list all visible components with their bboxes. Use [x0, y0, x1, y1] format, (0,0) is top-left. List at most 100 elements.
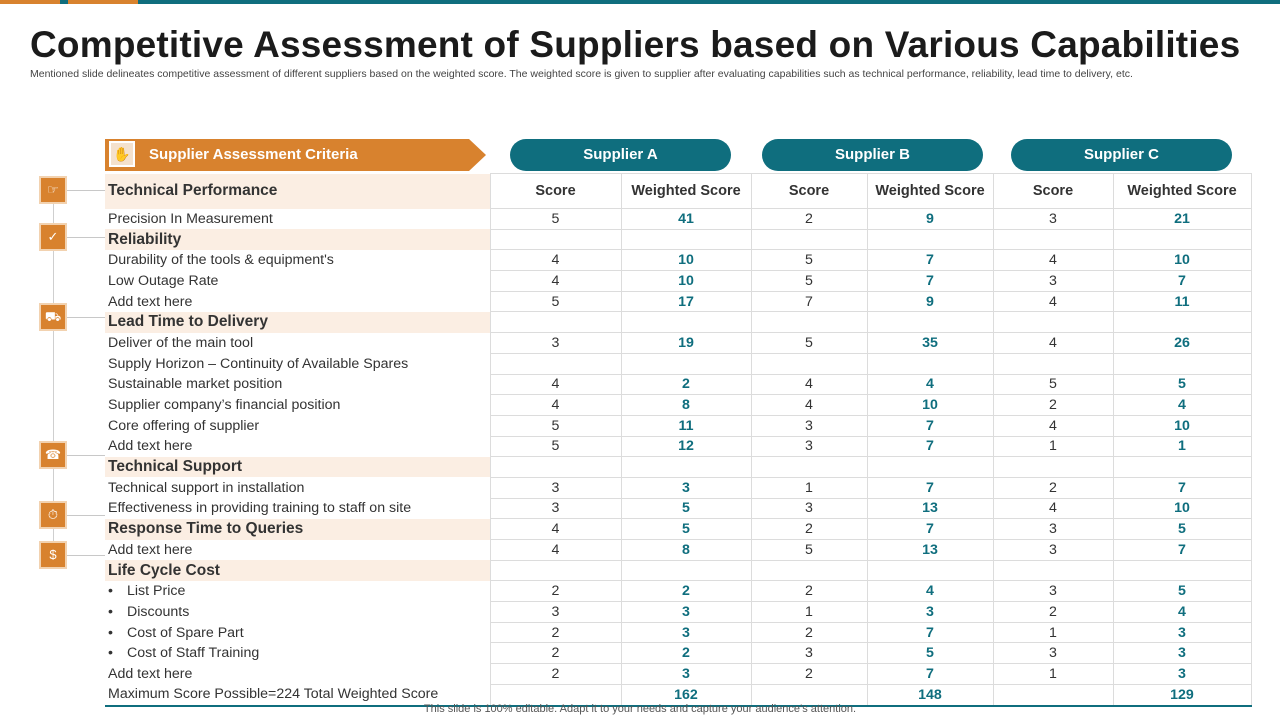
supplier-a-header: Supplier A — [510, 139, 731, 171]
score-cell — [750, 228, 868, 251]
row-label: Cost of Staff Training — [127, 645, 260, 662]
weighted-score-cell: 11 — [1112, 290, 1252, 313]
category-label: Technical Performance — [105, 173, 490, 209]
weighted-score-cell: 5 — [866, 642, 994, 665]
score-cell: 3 — [992, 208, 1114, 230]
weighted-score-cell: 41 — [620, 208, 752, 230]
table-row: Supplier company’s financial position 4 8 4… — [105, 394, 1252, 416]
weighted-score-cell — [866, 456, 994, 478]
row-label: Sustainable market position — [108, 376, 283, 393]
score-cell: 3 — [992, 270, 1114, 292]
score-cell — [489, 311, 622, 334]
row-label-cell: • Discounts — [105, 602, 490, 623]
category-label: Lead Time to Delivery — [105, 311, 490, 333]
weighted-score-cell: 10 — [620, 249, 752, 272]
score-cell: 5 — [489, 208, 622, 230]
score-cell — [489, 456, 622, 478]
score-cell: 3 — [750, 497, 868, 520]
row-label: Supply Horizon – Continuity of Available… — [108, 355, 409, 372]
weighted-score-cell — [1112, 559, 1252, 582]
weighted-score-cell: 4 — [866, 580, 994, 603]
score-cell: 3 — [992, 642, 1114, 665]
bullet-marker: • — [108, 583, 113, 600]
score-cell: 3 — [489, 601, 622, 623]
category-label: Technical Support — [105, 456, 490, 478]
score-cell: 4 — [489, 539, 622, 561]
connector-line — [67, 237, 105, 238]
table-row: Effectiveness in providing training to s… — [105, 497, 1252, 520]
weighted-score-cell — [620, 456, 752, 478]
handshake-icon: ☞ — [39, 176, 67, 204]
score-cell: 2 — [489, 580, 622, 603]
weighted-score-cell: 3 — [620, 476, 752, 499]
weighted-score-cell: 5 — [1112, 373, 1252, 396]
score-cell: 2 — [750, 663, 868, 685]
score-cell: 4 — [750, 373, 868, 396]
table-row: Response Time to Queries 4 5 2 7 3 5 — [105, 518, 1252, 540]
weighted-score-cell: 129 — [1112, 683, 1252, 707]
weighted-score-cell — [866, 559, 994, 582]
score-cell — [992, 228, 1114, 251]
score-cell: 4 — [489, 518, 622, 540]
table-row: Technical support in installation 3 3 1 7 2 7 — [105, 476, 1252, 499]
score-cell: 3 — [489, 332, 622, 354]
score-cell: 1 — [750, 601, 868, 623]
table-row: Core offering of supplier 5 11 3 7 4 10 — [105, 414, 1252, 437]
connector-line — [67, 555, 105, 556]
score-cell — [992, 352, 1114, 375]
weighted-score-cell: 10 — [1112, 497, 1252, 520]
support-icon: ☎ — [39, 441, 67, 469]
delivery-truck-icon: ⛟ — [39, 303, 67, 331]
row-label: Effectiveness in providing training to s… — [108, 500, 412, 517]
weighted-score-cell: 5 — [1112, 580, 1252, 603]
weighted-score-cell: 11 — [620, 414, 752, 437]
score-cell: 4 — [489, 249, 622, 272]
weighted-score-cell: 26 — [1112, 332, 1252, 354]
row-label: Add text here — [108, 293, 193, 310]
weighted-score-cell: 9 — [866, 208, 994, 230]
row-label: Maximum Score Possible=224 Total Weighte… — [105, 684, 490, 707]
score-cell: 5 — [992, 373, 1114, 396]
weighted-score-cell: 3 — [620, 663, 752, 685]
table-row: Precision In Measurement 5 41 2 9 3 21 — [105, 208, 1252, 230]
score-cell: 2 — [489, 642, 622, 665]
weighted-score-cell — [1112, 228, 1252, 251]
weighted-score-cell: 7 — [866, 414, 994, 437]
weighted-score-cell: 4 — [866, 373, 994, 396]
weighted-score-cell: 2 — [620, 642, 752, 665]
page-subtitle: Mentioned slide delineates competitive a… — [30, 68, 1133, 80]
top-accent-orange-1 — [0, 0, 60, 4]
weighted-score-cell: 3 — [1112, 663, 1252, 685]
table-row: Supply Horizon – Continuity of Available… — [105, 352, 1252, 375]
row-label: List Price — [127, 583, 186, 600]
row-label: Add text here — [108, 541, 193, 558]
weighted-score-cell: 7 — [866, 249, 994, 272]
response-time-icon: ⏱ — [39, 501, 67, 529]
score-cell — [750, 559, 868, 582]
weighted-score-cell: 4 — [1112, 601, 1252, 623]
weighted-score-cell: 12 — [620, 435, 752, 458]
score-cell: 4 — [489, 373, 622, 396]
row-label: Technical support in installation — [108, 479, 305, 496]
score-column-header: Score — [489, 173, 622, 209]
category-label: Response Time to Queries — [105, 518, 490, 540]
table-row: Durability of the tools & equipment's 4 10… — [105, 249, 1252, 272]
score-cell: 3 — [489, 476, 622, 499]
row-label-cell: • Cost of Staff Training — [105, 643, 490, 664]
score-cell: 3 — [750, 642, 868, 665]
weighted-score-cell: 9 — [866, 290, 994, 313]
weighted-score-cell: 7 — [866, 518, 994, 540]
weighted-score-cell — [1112, 311, 1252, 334]
score-cell — [489, 352, 622, 375]
weighted-score-cell: 7 — [866, 663, 994, 685]
weighted-score-cell — [1112, 456, 1252, 478]
table-row: Deliver of the main tool 3 19 5 35 4 26 — [105, 332, 1252, 354]
row-label: Cost of Spare Part — [127, 624, 244, 641]
score-cell: 4 — [489, 394, 622, 416]
score-cell — [489, 228, 622, 251]
weighted-score-cell: 7 — [1112, 270, 1252, 292]
score-cell: 2 — [992, 394, 1114, 416]
weighted-score-cell — [866, 311, 994, 334]
score-cell: 2 — [489, 621, 622, 644]
row-label: Core offering of supplier — [108, 417, 260, 434]
